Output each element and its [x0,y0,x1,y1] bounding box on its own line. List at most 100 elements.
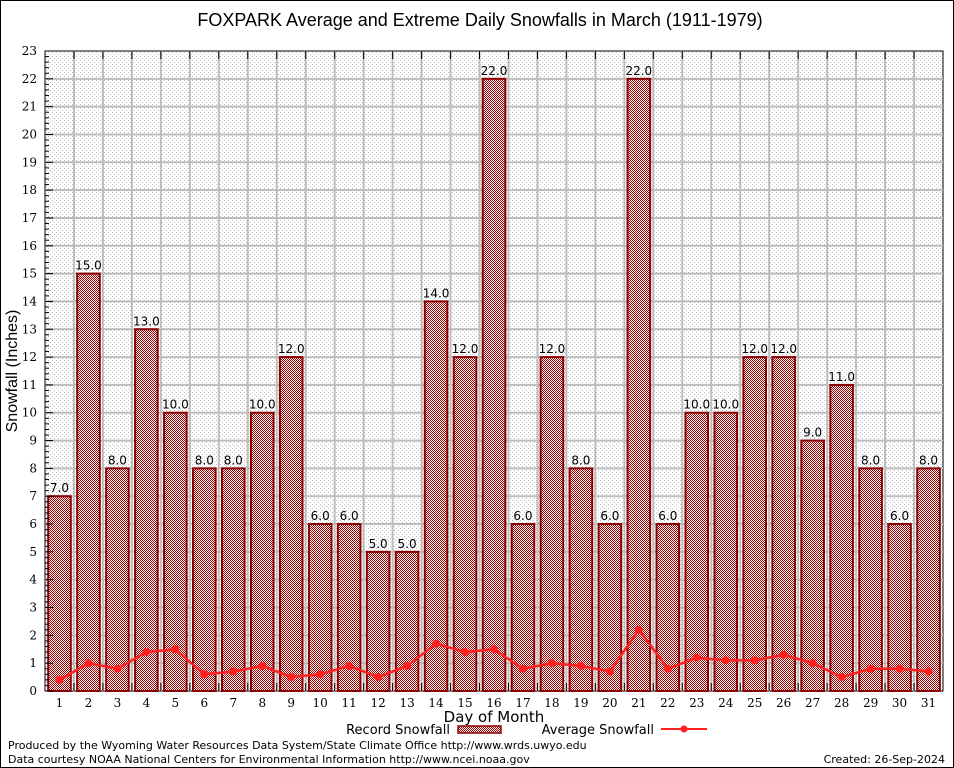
y-tick-label: 11 [22,378,37,392]
x-tick-label: 11 [342,696,357,710]
average-point [808,659,817,668]
bar-value-label: 11.0 [828,370,855,384]
x-tick-label: 16 [486,696,501,710]
bar-value-label: 14.0 [423,286,450,300]
x-tick-label: 12 [370,696,385,710]
bar [597,523,623,692]
bar-value-label: 9.0 [803,426,822,440]
x-tick-label: 21 [631,696,646,710]
average-point [895,664,904,673]
credit-line-2: Data courtesy NOAA National Centers for … [8,753,530,766]
bar-value-label: 10.0 [683,398,710,412]
average-point [113,664,122,673]
bar-value-label: 6.0 [340,509,359,523]
x-tick-label: 7 [229,696,237,710]
y-tick-label: 7 [29,489,37,503]
y-tick-label: 6 [29,517,37,531]
bar [192,467,217,692]
x-tick-label: 30 [892,696,907,710]
y-tick-label: 2 [29,628,37,642]
bar [771,356,796,692]
y-tick-label: 5 [29,545,37,559]
bar [47,495,72,692]
x-tick-label: 1 [56,696,64,710]
average-point [374,673,383,682]
average-point [576,661,585,670]
average-point [605,667,614,676]
bar-value-label: 10.0 [712,398,739,412]
chart-title: FOXPARK Average and Extreme Daily Snowfa… [197,10,762,30]
y-axis-label: Snowfall (Inches) [4,310,21,433]
y-tick-label: 1 [29,656,37,670]
average-point [518,664,527,673]
average-point [634,625,643,634]
bar [452,356,478,692]
average-point [866,664,875,673]
average-point [316,670,325,679]
bar [510,523,536,692]
average-point [171,645,180,654]
average-point [287,673,296,682]
bar [481,77,507,692]
y-tick-label: 13 [22,322,37,336]
bar [105,467,130,692]
x-tick-label: 22 [660,696,675,710]
x-tick-label: 28 [834,696,849,710]
bar-value-label: 8.0 [571,453,590,467]
x-tick-label: 5 [172,696,180,710]
bar [858,467,883,692]
legend: Record Snowfall Average Snowfall [346,723,707,738]
bar-value-label: 12.0 [278,342,305,356]
x-axis-label: Day of Month [444,708,545,726]
x-tick-label: 23 [689,696,704,710]
bar [539,356,565,692]
x-tick-label: 2 [85,696,93,710]
average-point [403,661,412,670]
bar [655,523,681,692]
x-tick-label: 3 [114,696,122,710]
y-tick-label: 10 [22,406,37,420]
bar-value-label: 8.0 [195,453,214,467]
average-point [200,670,209,679]
bar [394,550,420,692]
y-tick-label: 9 [29,434,37,448]
average-point [490,645,498,654]
y-tick-label: 0 [29,684,37,698]
average-point [924,667,933,676]
x-tick-label: 20 [602,696,617,710]
bar [829,383,854,692]
average-point [692,653,701,662]
bar-value-label: 12.0 [452,342,479,356]
x-tick-label: 4 [143,696,151,710]
average-point [432,639,441,648]
y-tick-label: 12 [22,350,37,364]
average-point [142,648,151,657]
y-tick-label: 18 [22,183,37,197]
x-tick-label: 8 [258,696,266,710]
y-tick-label: 14 [22,294,38,308]
created-date: Created: 26-Sep-2024 [824,753,945,766]
bar-value-label: 10.0 [162,398,189,412]
bar [713,411,739,692]
average-point [229,667,238,676]
x-tick-label: 24 [718,696,734,710]
bar-value-label: 22.0 [481,64,508,78]
x-tick-label: 26 [776,696,791,710]
bar [365,550,391,692]
bar-value-label: 13.0 [133,314,160,328]
y-tick-label: 4 [29,573,37,587]
bar [423,300,449,692]
bar-value-label: 8.0 [224,453,243,467]
x-tick-label: 25 [747,696,762,710]
bar-value-labels: 7.0 15.0 8.0 13.0 10.0 8.0 8.0 10.0 12.0 6.0 6.0 5.… [50,64,938,551]
bar [916,467,941,692]
average-point [779,650,788,659]
average-point [663,664,672,673]
legend-average-label: Average Snowfall [542,723,654,738]
bar [249,411,275,692]
record-bars [47,77,941,692]
bar [336,523,362,692]
bar-value-label: 8.0 [108,453,127,467]
x-tick-label: 10 [313,696,328,710]
